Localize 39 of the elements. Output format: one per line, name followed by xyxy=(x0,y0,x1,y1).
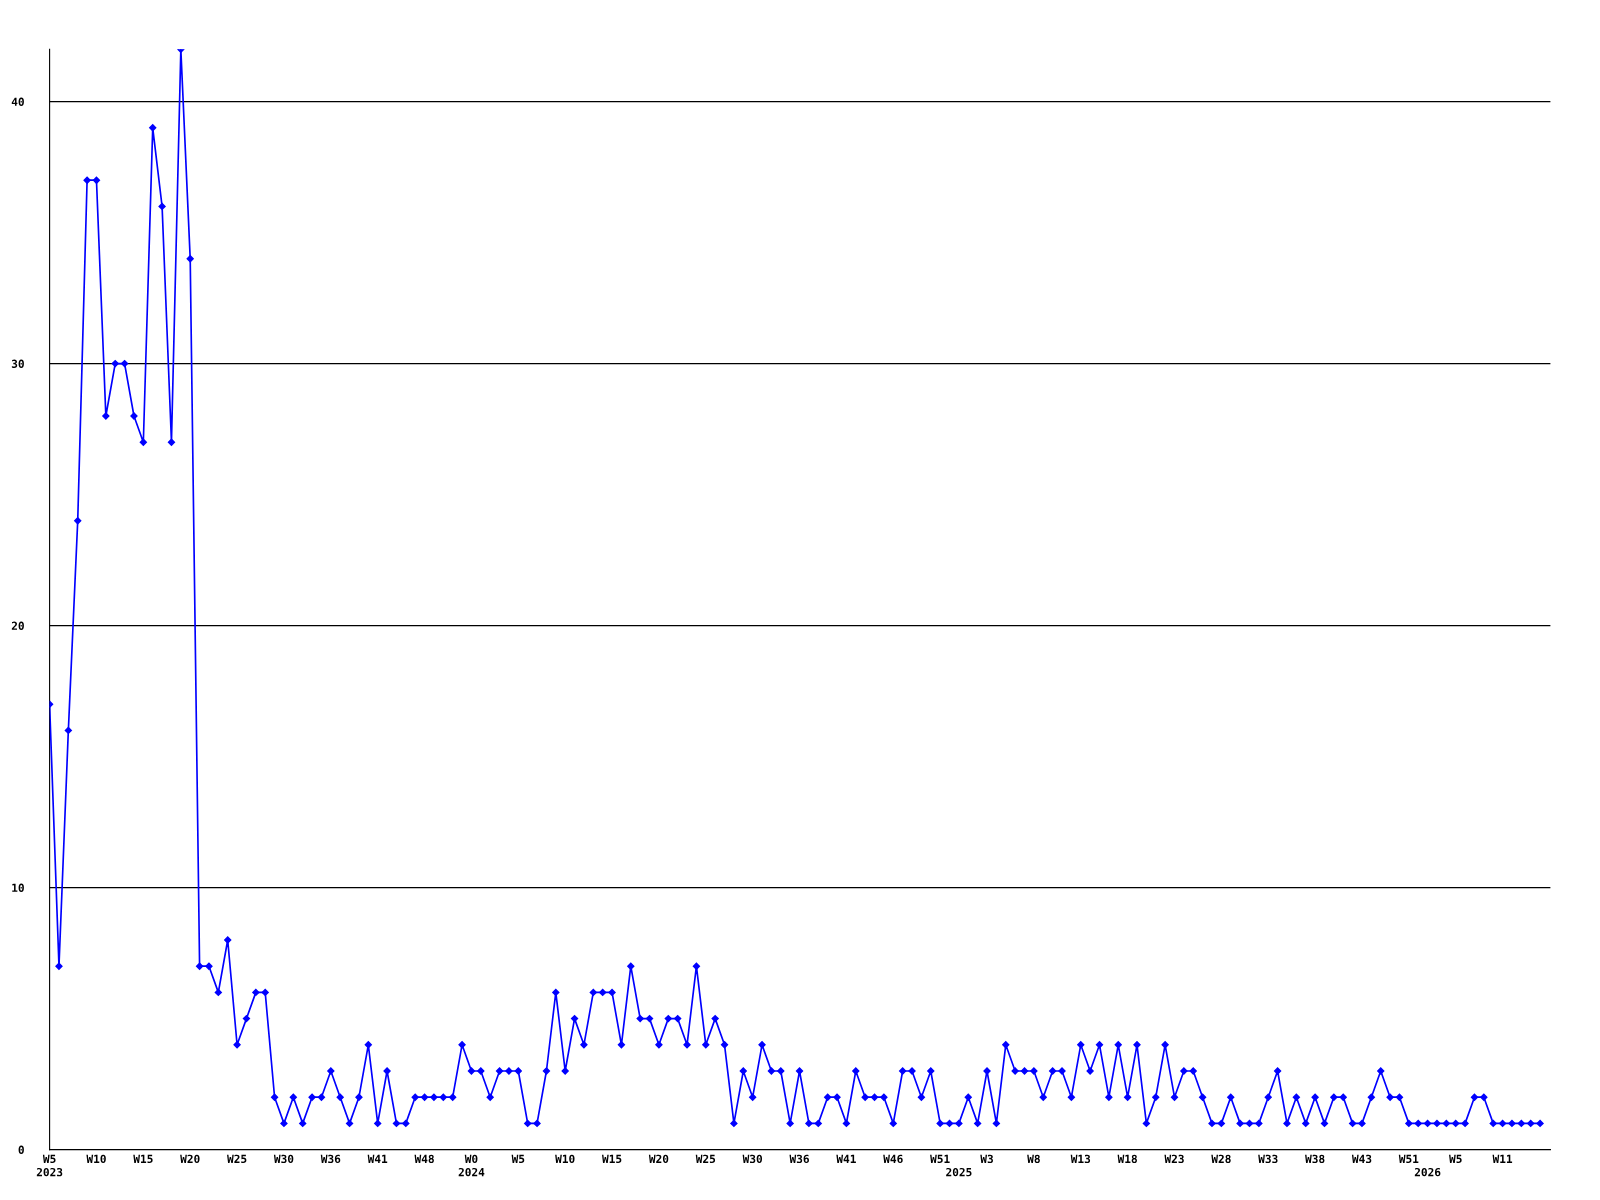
x-tick-label: W11 xyxy=(1492,1154,1513,1163)
x-tick-label: W18 xyxy=(1117,1154,1137,1164)
x-tick-label: W51 xyxy=(930,1154,950,1164)
x-tick-label: W51 xyxy=(1398,1154,1419,1164)
x-tick-label: W20 xyxy=(648,1154,669,1164)
x-tick-label: W30 xyxy=(273,1154,294,1164)
x-tick-label: W15 xyxy=(602,1154,622,1164)
x-tick-label: W41 xyxy=(367,1154,388,1163)
x-tick-label: W48 xyxy=(414,1154,434,1164)
y-tick-label: 30 xyxy=(11,359,24,368)
y-tick-label: 0 xyxy=(18,1145,24,1154)
x-tick-label: W20 xyxy=(180,1154,200,1164)
x-tick-label: W3 xyxy=(980,1154,993,1164)
x-tick-label: W25 xyxy=(227,1154,247,1164)
x-tick-label: W36 xyxy=(789,1154,809,1164)
x-tick-label: W15 xyxy=(133,1154,153,1164)
x-tick-label: W5 xyxy=(1449,1154,1462,1164)
x-tick-label: W46 xyxy=(883,1154,903,1164)
x-tick-label: W10 xyxy=(555,1154,575,1164)
x-tick-label: 2026 xyxy=(1414,1167,1441,1177)
x-tick-label: W36 xyxy=(320,1154,341,1164)
y-tick-label: 20 xyxy=(11,621,24,630)
x-tick-label: W5 2023 xyxy=(36,1154,63,1177)
x-tick-label: W41 xyxy=(836,1154,856,1163)
x-tick-label: W5 xyxy=(511,1154,525,1164)
x-tick-label: 2025 xyxy=(946,1167,972,1177)
x-tick-label: W43 xyxy=(1351,1154,1372,1164)
y-tick-label: 10 xyxy=(12,883,24,892)
x-tick-label: W25 xyxy=(695,1154,716,1164)
x-tick-label: W33 xyxy=(1258,1154,1278,1164)
x-tick-label: W28 xyxy=(1211,1154,1231,1164)
x-tick-label: W0 2024 xyxy=(458,1154,485,1177)
y-tick-label: 40 xyxy=(11,97,24,106)
x-tick-label: W23 xyxy=(1164,1154,1184,1164)
x-tick-label: W38 xyxy=(1305,1154,1325,1164)
x-tick-label: W10 xyxy=(86,1154,106,1164)
x-tick-label: W8 xyxy=(1027,1154,1040,1164)
x-tick-label: W30 xyxy=(742,1154,763,1164)
x-tick-label: W13 xyxy=(1070,1154,1091,1164)
